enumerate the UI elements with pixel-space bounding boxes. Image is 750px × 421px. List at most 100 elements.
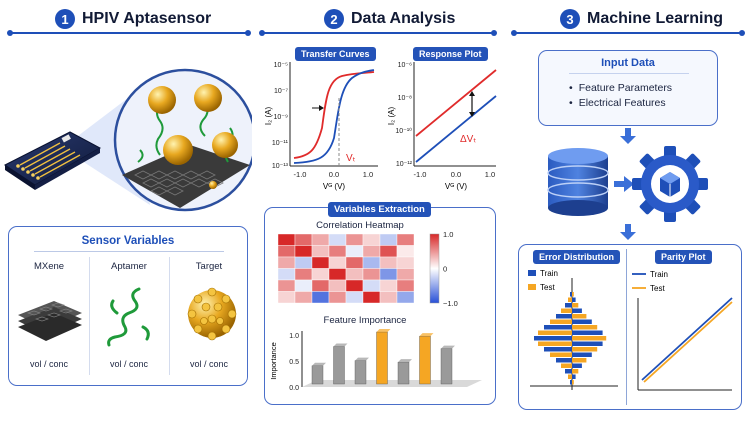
transfer-ytick-4: 10⁻¹³ [272,163,289,170]
heatmap-cell [311,245,330,258]
response-xtick-0: -1.0 [414,170,427,179]
heatmap-cell [311,291,330,304]
response-ytick-2: 10⁻¹⁰ [395,127,412,135]
legend-train-label: Train [540,269,558,278]
transfer-xtick-2: 1.0 [363,170,373,179]
importance-bar-top [441,345,455,349]
importance-bar-top [355,357,369,361]
error-bar-right [572,374,576,379]
heatmap-cell [294,233,313,246]
error-bar-right [572,369,579,374]
heatmap-cell [362,256,381,269]
heatmap-cell [311,233,330,246]
heatmap-cell [311,256,330,269]
heatmap-cell [328,256,347,269]
heatmap-cell [311,268,330,281]
heatmap-cell [294,245,313,258]
heatmap-cell [345,268,364,281]
importance-ytick: 1.0 [289,333,299,340]
error-bar-left [544,325,572,330]
heatmap-cell [345,245,364,258]
section-2-header: 2 Data Analysis [324,6,455,32]
heatmap-cell [396,291,415,304]
error-bar-left [534,336,572,341]
error-bar-right [572,314,587,319]
heatmap-cell [379,233,398,246]
input-data-panel: Input Data Feature Parameters Electrical… [538,50,718,126]
importance-ytick: 0.0 [289,385,299,392]
error-bar-right [572,336,607,341]
target-particle-4 [212,132,238,158]
error-bar-left [565,303,572,308]
importance-bar [376,331,388,385]
sensor-var-target-label: Target [195,261,223,272]
transfer-curve-red [293,71,375,159]
error-bar-left [568,374,572,379]
transfer-ylabel: I₂ (A) [264,107,273,126]
transfer-ytick-1: 10⁻⁷ [274,88,288,95]
sensor-var-target-unit: vol / conc [189,359,229,369]
heatmap-cell [396,245,415,258]
arrow-down-icon [620,136,636,144]
transfer-xlabel: Vᴳ (V) [323,182,346,191]
parity-legend-train: Train [650,270,668,279]
error-bar-right [572,352,592,357]
response-ytick-0: 10⁻⁶ [398,62,412,69]
variables-extraction-tag: Variables Extraction [328,202,431,217]
heatmap-cell [396,256,415,269]
importance-bar-top [312,362,326,366]
heatmap-cell [379,279,398,292]
heatmap-cell [277,268,296,281]
mxene-icon [18,301,82,341]
ml-pipeline-graphic [547,128,708,240]
heatmap-cell [362,233,381,246]
sensor-var-aptamer-unit: vol / conc [109,359,149,369]
section-3-underline [511,30,745,36]
heatmap-cell [345,279,364,292]
heatmap-cell [362,279,381,292]
error-bar-left [561,308,572,313]
importance-bar [311,365,324,385]
correlation-heatmap: 1.0 0 −1.0 [277,230,458,308]
input-item-1: Electrical Features [569,97,672,109]
parity-line-train [641,297,733,381]
input-data-title: Input Data [601,57,655,69]
feature-importance-chart: 1.0 0.5 0.0 Importance [269,329,482,392]
target-icon [187,287,237,341]
response-line-blue [415,95,497,163]
response-xtick-1: 0.0 [451,170,461,179]
heatmap-cell [328,279,347,292]
error-distribution-tag: Error Distribution [533,250,621,264]
importance-bar [397,361,410,385]
heatmap-cell [379,291,398,304]
gear-icon [632,146,708,222]
target-particle-1 [148,86,176,114]
parity-line-test [643,301,733,383]
delta-arrow [469,112,475,117]
response-xlabel: Vᴳ (V) [445,182,468,191]
importance-ytick: 0.5 [289,359,299,366]
section-3-title: Machine Learning [587,10,724,27]
error-bar-left [556,358,572,363]
section-1-title: HPIV Aptasensor [82,10,212,27]
sensor-variables-title: Sensor Variables [81,235,175,247]
sensor-var-mxene-label: MXene [33,261,65,272]
error-bar-left [570,292,572,297]
error-bar-right [572,325,598,330]
transfer-xtick-0: -1.0 [294,170,307,179]
colorbar-tick: 1.0 [443,230,453,239]
sensor-illustration [4,68,252,212]
heatmap-cell [396,268,415,281]
section-1-underline [7,30,251,36]
error-bar-left [570,380,572,385]
heatmap-cell [345,233,364,246]
section-2-title: Data Analysis [351,10,456,27]
error-bar-left [544,347,572,352]
error-bar-left [538,330,572,335]
heatmap-cell [277,279,296,292]
error-bar-right [572,347,598,352]
error-bar-left [561,363,572,368]
importance-bar [333,346,345,385]
heatmap-cell [277,233,296,246]
section-3-number: 3 [560,9,580,29]
